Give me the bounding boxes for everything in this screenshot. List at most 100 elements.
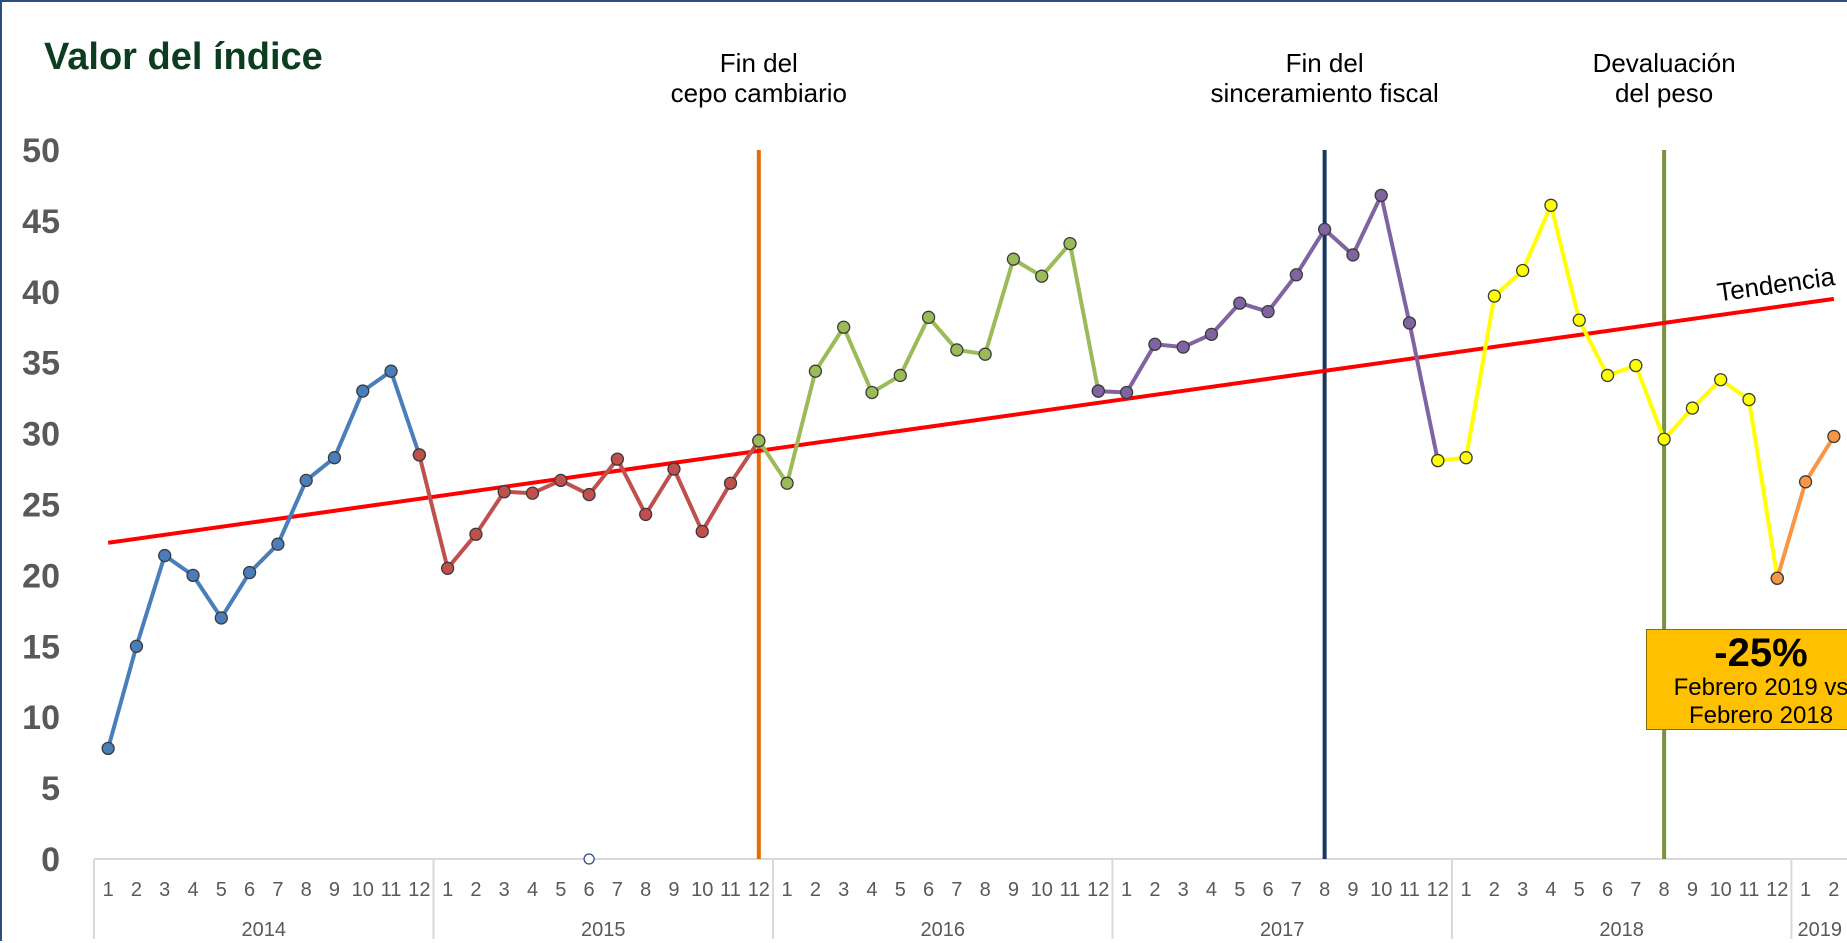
y-tick-label: 45 xyxy=(22,203,60,241)
data-point xyxy=(1374,188,1388,203)
data-point xyxy=(299,473,313,488)
month-tick-label: 1 xyxy=(442,879,453,901)
y-tick-label: 35 xyxy=(22,345,60,383)
data-point xyxy=(780,476,794,490)
y-tick-label: 20 xyxy=(22,557,60,595)
data-point xyxy=(497,485,511,499)
month-tick-label: 7 xyxy=(612,879,623,901)
change-callout: -25% Febrero 2019 vs Febrero 2018 xyxy=(1646,629,1847,730)
data-point xyxy=(1487,289,1502,303)
callout-headline: -25% xyxy=(1714,631,1808,675)
month-tick-label: 12 xyxy=(1427,879,1449,901)
year-tick-label: 2017 xyxy=(1260,919,1305,941)
y-tick-label: 50 xyxy=(22,132,60,170)
data-point xyxy=(639,507,653,522)
month-tick-label: 2 xyxy=(470,879,481,901)
month-tick-label: 9 xyxy=(1687,879,1698,901)
data-point xyxy=(356,384,370,398)
y-tick-label: 30 xyxy=(22,416,60,454)
month-tick-label: 4 xyxy=(527,879,538,901)
month-tick-label: 4 xyxy=(187,879,198,901)
data-point xyxy=(384,364,398,378)
month-tick-label: 7 xyxy=(1291,879,1302,901)
month-tick-label: 3 xyxy=(1517,879,1528,901)
month-tick-label: 11 xyxy=(720,879,741,901)
data-point xyxy=(1261,305,1275,319)
year-tick-label: 2016 xyxy=(920,919,965,941)
event-label: Fin del xyxy=(1286,48,1364,78)
month-tick-label: 9 xyxy=(1008,879,1019,901)
month-tick-label: 12 xyxy=(748,879,770,901)
month-tick-label: 6 xyxy=(1602,879,1613,901)
data-point xyxy=(1827,429,1841,444)
series-line xyxy=(106,369,422,749)
month-tick-label: 1 xyxy=(1121,879,1132,901)
month-tick-label: 4 xyxy=(1545,879,1556,901)
data-point xyxy=(667,462,681,476)
callout-line-1: Febrero 2019 vs xyxy=(1673,674,1847,701)
data-series xyxy=(101,188,1841,865)
data-point xyxy=(554,473,568,488)
data-point xyxy=(1600,368,1615,383)
year-tick-label: 2018 xyxy=(1599,919,1644,941)
data-point xyxy=(440,561,455,575)
event-label: sinceramiento fiscal xyxy=(1210,78,1438,108)
data-point xyxy=(1317,222,1332,237)
data-point xyxy=(1063,236,1077,251)
month-tick-label: 10 xyxy=(1370,879,1392,901)
month-tick-label: 3 xyxy=(159,879,170,901)
month-tick-label: 1 xyxy=(1461,879,1472,901)
data-point xyxy=(214,611,228,625)
data-point xyxy=(695,524,709,539)
series-line xyxy=(1775,435,1836,579)
data-point xyxy=(893,368,907,383)
event-label: del peso xyxy=(1615,78,1713,108)
data-point xyxy=(1657,432,1671,446)
month-tick-label: 9 xyxy=(329,879,340,901)
month-tick-label: 7 xyxy=(1630,879,1641,901)
y-axis: 0 5 10 15 20 25 30 35 40 45 50 xyxy=(22,132,60,879)
data-point xyxy=(978,347,992,361)
month-tick-label: 5 xyxy=(1234,879,1245,901)
data-point xyxy=(1091,384,1105,398)
month-tick-label: 7 xyxy=(272,879,283,901)
month-tick-label: 5 xyxy=(216,879,227,901)
data-point xyxy=(101,741,115,756)
month-tick-label: 10 xyxy=(1710,879,1732,901)
data-point xyxy=(1770,571,1784,585)
month-tick-label: 4 xyxy=(866,879,877,901)
data-point xyxy=(469,527,483,541)
month-tick-label: 3 xyxy=(1178,879,1189,901)
data-point xyxy=(921,310,936,324)
data-point xyxy=(1572,313,1586,327)
data-point xyxy=(865,385,879,400)
data-point xyxy=(1204,327,1219,341)
month-tick-label: 12 xyxy=(1766,879,1788,901)
year-tick-label: 2014 xyxy=(241,919,286,941)
month-tick-label: 11 xyxy=(1399,879,1420,901)
month-tick-label: 8 xyxy=(640,879,651,901)
data-point xyxy=(1544,198,1558,212)
data-point xyxy=(1402,316,1417,330)
year-tick-label: 2019 xyxy=(1797,919,1842,941)
chart-title: Valor del índice xyxy=(44,36,323,78)
event-label: Fin del xyxy=(720,48,798,78)
month-tick-label: 8 xyxy=(301,879,312,901)
month-tick-label: 3 xyxy=(838,879,849,901)
month-tick-label: 2 xyxy=(1828,879,1839,901)
data-point xyxy=(1629,358,1643,373)
data-point xyxy=(1516,263,1530,278)
data-point xyxy=(271,537,285,551)
month-tick-label: 5 xyxy=(895,879,906,901)
month-tick-label: 9 xyxy=(668,879,679,901)
data-point xyxy=(525,486,540,500)
data-point xyxy=(1176,340,1190,354)
month-tick-label: 1 xyxy=(1800,879,1811,901)
event-label: cepo cambiario xyxy=(671,78,847,108)
data-point xyxy=(186,568,200,583)
month-tick-label: 2 xyxy=(1489,879,1500,901)
y-tick-label: 0 xyxy=(41,841,60,879)
month-tick-label: 8 xyxy=(980,879,991,901)
